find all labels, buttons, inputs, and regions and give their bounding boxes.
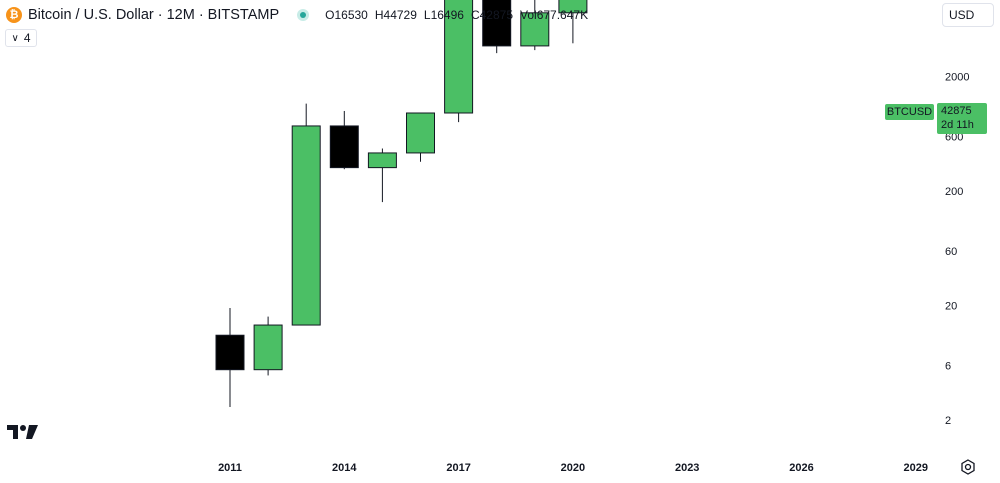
candle-2019[interactable] (520, 0, 550, 51)
indicators-toggle-button[interactable]: ∨ 4 (5, 29, 37, 47)
ohlc-open: O16530 (325, 8, 368, 22)
candle-2013[interactable] (291, 103, 321, 326)
ohlc-low: L16496 (423, 8, 464, 22)
y-tick-label: 20 (945, 301, 957, 313)
symbol-price-tag: BTCUSD (885, 104, 934, 120)
candle-2017[interactable] (444, 0, 474, 123)
y-tick-label: 2000 (945, 72, 969, 84)
settings-gear-icon[interactable] (960, 459, 976, 475)
candle-2014[interactable] (329, 110, 359, 170)
x-tick-label: 2014 (332, 462, 357, 474)
chart-header: ₿ Bitcoin / U.S. Dollar · 12M · BITSTAMP… (6, 5, 588, 25)
x-tick-label: 2029 (904, 462, 928, 474)
indicators-count: 4 (23, 31, 31, 45)
market-status-icon[interactable] (297, 9, 310, 21)
y-tick-label: 200 (945, 186, 963, 198)
candle-body (215, 334, 245, 371)
candle-2011[interactable] (215, 308, 245, 407)
chevron-down-icon: ∨ (11, 32, 19, 44)
x-tick-label: 2011 (218, 462, 242, 474)
last-price-label: 42875 2d 11h (937, 103, 987, 134)
x-tick-label: 2023 (675, 462, 699, 474)
symbol-title[interactable]: Bitcoin / U.S. Dollar · 12M · BITSTAMP (28, 7, 280, 23)
candle-2015[interactable] (367, 148, 397, 203)
candle-body (291, 125, 321, 326)
y-tick-label: 60 (945, 246, 957, 258)
candle-body (367, 152, 397, 169)
last-price-value: 42875 (941, 105, 972, 117)
candle-body (482, 0, 512, 47)
currency-button[interactable]: USD (942, 3, 994, 27)
y-tick-label: 2 (945, 415, 951, 427)
bar-countdown: 2d 11h (941, 119, 974, 131)
bitcoin-logo-icon: ₿ (6, 7, 22, 23)
candle-2020[interactable] (558, 0, 588, 44)
tradingview-logo-icon[interactable] (7, 424, 39, 440)
candle-body (253, 324, 283, 371)
candle-2012[interactable] (253, 316, 283, 376)
ohlc-values: O16530 H44729 L16496 C42875 Vol677.647K (325, 8, 588, 22)
x-tick-label: 2026 (789, 462, 813, 474)
candle-body (520, 12, 550, 47)
candle-body (558, 0, 588, 14)
y-tick-label: 6 (945, 360, 951, 372)
x-tick-label: 2020 (561, 462, 585, 474)
ohlc-close: C42875 (470, 8, 513, 22)
candle-body (406, 112, 435, 154)
candle-body (329, 125, 359, 169)
candle-2016[interactable] (406, 112, 435, 162)
candle-body (444, 0, 474, 114)
y-tick-label: 600 (945, 131, 963, 143)
ohlc-volume: Vol677.647K (520, 8, 589, 22)
ohlc-high: H44729 (374, 8, 417, 22)
x-tick-label: 2017 (446, 462, 470, 474)
candle-2018[interactable] (482, 0, 512, 54)
